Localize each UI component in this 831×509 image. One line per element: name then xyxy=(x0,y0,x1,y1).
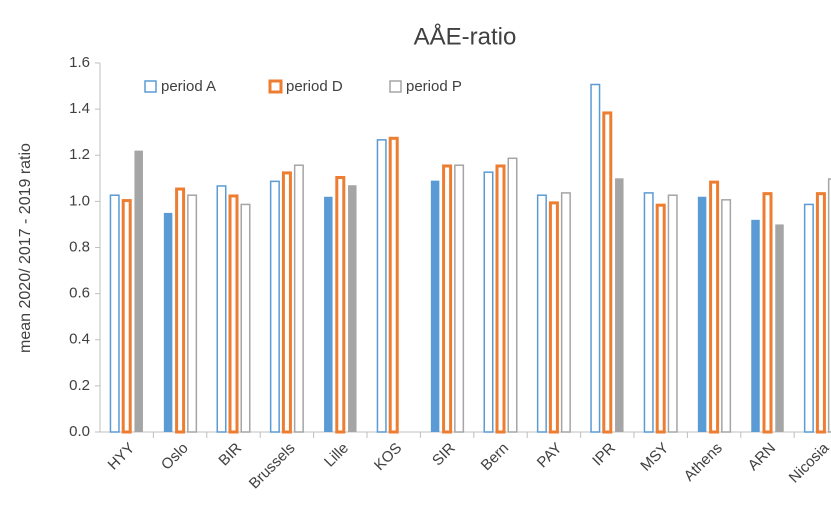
bar xyxy=(751,219,760,432)
bar xyxy=(134,150,143,432)
bar xyxy=(602,111,613,434)
bar xyxy=(667,194,678,433)
bar xyxy=(454,164,465,433)
bar xyxy=(324,196,333,432)
bar xyxy=(121,199,132,434)
chart-title: AÅE-ratio xyxy=(414,22,517,50)
legend-label: period P xyxy=(406,78,462,95)
bar xyxy=(442,164,453,434)
bar xyxy=(548,201,559,434)
legend-label: period D xyxy=(286,78,343,95)
bar xyxy=(803,203,814,433)
bar xyxy=(163,212,173,432)
y-tick-label: 0.2 xyxy=(69,377,90,394)
bar xyxy=(335,176,346,434)
legend-swatch xyxy=(268,79,283,94)
bar xyxy=(697,196,707,432)
bar xyxy=(376,139,387,433)
bar xyxy=(483,171,494,433)
y-tick-label: 1.6 xyxy=(69,54,90,71)
y-tick-label: 0.8 xyxy=(69,238,90,255)
bar xyxy=(388,136,399,434)
legend-swatch xyxy=(389,80,402,93)
bar xyxy=(216,185,227,433)
bar xyxy=(240,203,251,433)
bar xyxy=(815,192,826,434)
bar xyxy=(495,164,506,434)
y-tick-label: 0.0 xyxy=(69,423,90,440)
bar xyxy=(590,83,601,433)
bar xyxy=(775,224,784,432)
y-tick-label: 1.4 xyxy=(69,100,90,117)
y-axis-label: mean 2020/ 2017 - 2019 ratio xyxy=(17,143,34,353)
y-tick-label: 0.4 xyxy=(69,331,90,348)
bar xyxy=(293,164,304,433)
y-tick-label: 0.6 xyxy=(69,285,90,302)
bar xyxy=(643,192,654,433)
bar xyxy=(762,192,773,434)
bar xyxy=(827,178,831,433)
y-tick-label: 1.0 xyxy=(69,192,90,209)
bar xyxy=(721,199,732,433)
bar xyxy=(109,194,120,433)
legend-label: period A xyxy=(161,78,216,95)
bar xyxy=(430,180,440,432)
bar xyxy=(175,187,186,434)
bar xyxy=(560,192,571,433)
bar xyxy=(536,194,547,433)
bar xyxy=(281,171,292,434)
y-tick-label: 1.2 xyxy=(69,146,90,163)
bar xyxy=(269,180,280,433)
bar xyxy=(655,203,666,434)
bar xyxy=(507,157,518,433)
bar xyxy=(228,194,239,434)
bar xyxy=(348,185,357,432)
bar xyxy=(615,178,624,432)
legend-swatch xyxy=(144,80,157,93)
bar xyxy=(187,194,198,433)
bar xyxy=(709,180,720,434)
